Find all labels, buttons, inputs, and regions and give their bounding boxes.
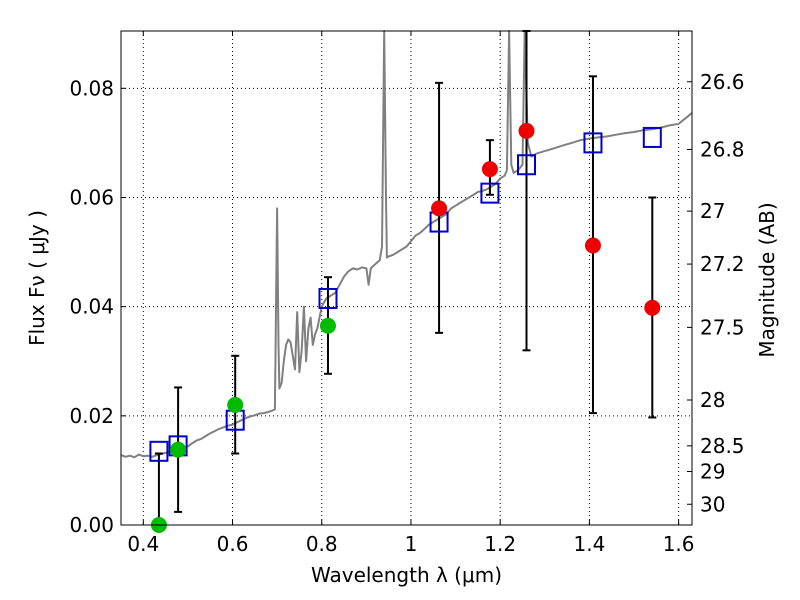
magnitude-tick-label: 26.8 <box>700 137 745 161</box>
magnitude-tick-label: 28 <box>700 388 725 412</box>
magnitude-tick-label: 27.2 <box>700 252 745 276</box>
model-flux-square <box>642 126 662 148</box>
model-flux-square <box>516 154 536 176</box>
magnitude-tick-label: 28.5 <box>700 434 745 458</box>
grid-lines <box>121 31 692 526</box>
x-tick-label: 1.2 <box>484 532 516 556</box>
magnitude-tick-label: 27 <box>700 199 725 223</box>
magnitude-tick-label: 27.5 <box>700 315 745 339</box>
model-flux-square <box>480 182 500 204</box>
magnitude-axis-ticks: 26.6 26.8 27 27.2 27.5 28 28.529 30 <box>687 70 745 516</box>
observed-flux-point <box>319 317 336 334</box>
observed-flux-point <box>644 299 661 316</box>
model-flux-square <box>318 287 338 309</box>
x-tick-label: 1.6 <box>663 532 695 556</box>
x-tick-label: 1.4 <box>573 532 605 556</box>
magnitude-tick-label: 29 <box>700 460 725 484</box>
observed-flux-point <box>518 122 535 139</box>
y-tick-label: 0.00 <box>69 513 114 537</box>
observed-flux-point <box>431 200 448 217</box>
y-axis-ticks: 0.00 0.02 0.04 0.06 0.08 <box>69 76 126 537</box>
y-tick-label: 0.06 <box>69 185 114 209</box>
spectrum-line <box>120 30 693 459</box>
magnitude-tick-label: 26.6 <box>700 70 745 94</box>
observed-points <box>150 122 661 533</box>
observed-flux-point <box>481 161 498 178</box>
observed-flux-point <box>584 237 601 254</box>
observed-flux-point <box>227 396 244 413</box>
x-tick-label: 1 <box>405 532 418 556</box>
x-axis-label: Wavelength λ (μm) <box>311 563 502 587</box>
model-flux-square <box>149 440 169 462</box>
x-tick-label: 0.8 <box>306 532 338 556</box>
model-squares <box>149 126 662 462</box>
series-layer <box>120 30 693 533</box>
x-tick-label: 0.4 <box>127 532 159 556</box>
y-tick-label: 0.02 <box>69 404 114 428</box>
observed-flux-point <box>170 441 187 458</box>
y-tick-label: 0.04 <box>69 295 114 319</box>
magnitude-tick-label: 30 <box>700 492 725 516</box>
y-axis-label: Flux Fν ( μJy ) <box>25 210 49 346</box>
x-tick-label: 0.6 <box>217 532 249 556</box>
y-tick-label: 0.08 <box>69 76 114 100</box>
plot-frame <box>120 30 693 526</box>
error-bars <box>154 30 657 526</box>
magnitude-axis-label: Magnitude (AB) <box>755 202 779 357</box>
model-flux-square <box>583 132 603 154</box>
x-axis-ticks: 0.4 0.6 0.8 1 1.2 1.4 1.6 <box>127 31 695 556</box>
